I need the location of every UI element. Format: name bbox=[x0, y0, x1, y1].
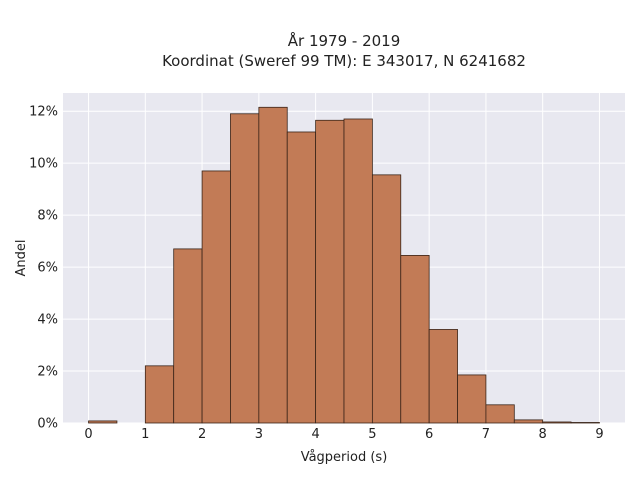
histogram-bar bbox=[513, 419, 544, 424]
x-axis-label: Vågperiod (s) bbox=[301, 450, 388, 465]
y-tick-labels: 0% 2% 4% 6% 8% 10% 12% bbox=[29, 105, 58, 432]
histogram-bar bbox=[173, 248, 203, 424]
x-tick-label: 0 bbox=[84, 427, 92, 442]
histogram-bar bbox=[428, 329, 458, 424]
histogram-bar bbox=[371, 174, 402, 424]
y-tick-label: 10% bbox=[29, 157, 58, 172]
x-tick-label: 5 bbox=[368, 427, 376, 442]
histogram-bar bbox=[315, 119, 345, 424]
histogram-bar bbox=[485, 404, 515, 424]
y-tick-label: 0% bbox=[37, 417, 58, 432]
histogram-bar bbox=[286, 131, 317, 424]
x-tick-label: 2 bbox=[198, 427, 206, 442]
x-tick-label: 1 bbox=[141, 427, 149, 442]
histogram-bar bbox=[542, 421, 572, 424]
histogram-bar bbox=[400, 255, 430, 424]
histogram-bar bbox=[457, 374, 487, 424]
chart-title-line1: År 1979 - 2019 bbox=[288, 31, 401, 50]
x-tick-label: 6 bbox=[425, 427, 433, 442]
histogram-bar bbox=[570, 422, 600, 424]
y-tick-label: 6% bbox=[37, 261, 58, 276]
histogram-bar bbox=[88, 420, 118, 424]
x-tick-label: 7 bbox=[482, 427, 490, 442]
x-tick-labels: 0 1 2 3 4 5 6 7 8 9 bbox=[84, 427, 603, 442]
histogram-bar bbox=[343, 118, 373, 424]
x-tick-label: 4 bbox=[311, 427, 319, 442]
histogram-bar bbox=[201, 170, 231, 424]
y-tick-label: 12% bbox=[29, 105, 58, 120]
y-tick-label: 4% bbox=[37, 313, 58, 328]
histogram-bar bbox=[258, 106, 288, 424]
x-tick-label: 3 bbox=[255, 427, 263, 442]
x-tick-label: 8 bbox=[539, 427, 547, 442]
chart-title-line2: Koordinat (Sweref 99 TM): E 343017, N 62… bbox=[162, 52, 526, 70]
histogram-bar bbox=[230, 113, 260, 424]
y-axis-label: Andel bbox=[14, 240, 29, 277]
histogram-bar bbox=[144, 365, 175, 424]
histogram-bars bbox=[88, 106, 600, 424]
y-tick-label: 2% bbox=[37, 365, 58, 380]
y-tick-label: 8% bbox=[37, 209, 58, 224]
x-tick-label: 9 bbox=[595, 427, 603, 442]
